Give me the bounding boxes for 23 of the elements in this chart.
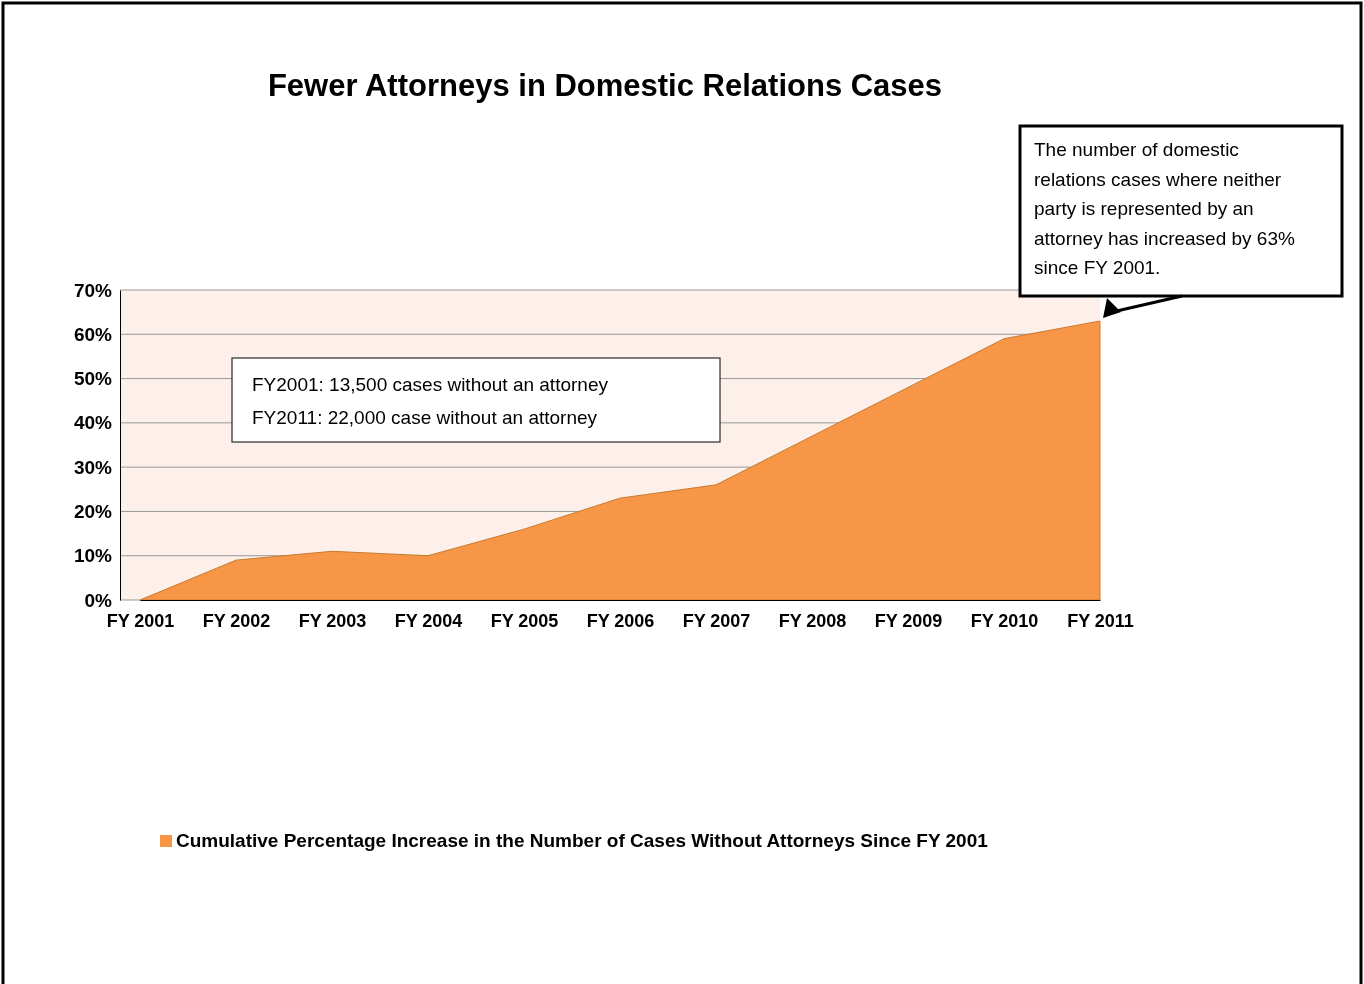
- legend-label: Cumulative Percentage Increase in the Number of Cases Without Attorneys Since FY 2001: [176, 830, 989, 851]
- x-tick-label: FY 2002: [202, 610, 271, 631]
- x-tick-label: FY 2006: [586, 610, 655, 631]
- y-tick-label: 0%: [84, 589, 113, 611]
- x-tick-label: FY 2010: [970, 610, 1039, 631]
- annotation: FY2001: 13,500 cases without an attorney FY2011: 22,000 case without an attorney: [252, 374, 609, 428]
- x-tick-label: FY 2008: [778, 610, 847, 631]
- x-tick-label: FY 2004: [394, 610, 463, 631]
- y-tick-label: 20%: [73, 501, 113, 523]
- x-tick-label: FY 2005: [490, 610, 559, 631]
- y-tick-label: 30%: [73, 456, 113, 478]
- y-tick-label: 10%: [73, 545, 113, 567]
- text: The number of domestic relations cases where neither party is represented by an attorney has increased by 63% since FY 2001.: [1034, 139, 1295, 278]
- x-tick-label: FY 2007: [682, 610, 751, 631]
- x-tick-label: FY 2001: [106, 610, 175, 631]
- y-tick-label: 40%: [73, 412, 113, 434]
- y-tick-label: 50%: [73, 368, 113, 390]
- y-tick-label: 60%: [73, 323, 113, 345]
- y-tick-label: 70%: [73, 279, 113, 301]
- x-tick-label: FY 2003: [298, 610, 367, 631]
- x-tick-label: FY 2011: [1067, 610, 1134, 631]
- chart-title: Fewer Attorneys in Domestic Relations Cases: [267, 68, 943, 103]
- x-tick-label: FY 2009: [874, 610, 943, 631]
